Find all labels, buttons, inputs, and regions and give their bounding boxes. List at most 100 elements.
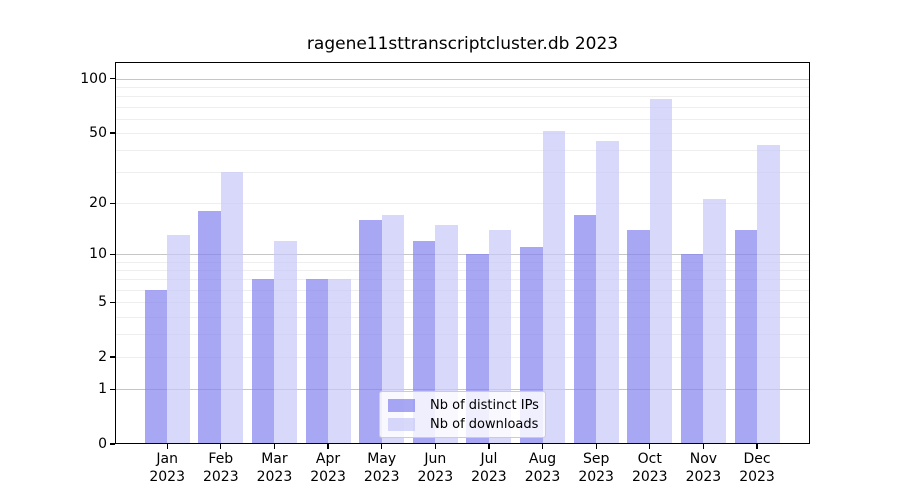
legend-label-downloads: Nb of downloads [430,416,539,432]
x-tick-year: 2023 [739,468,775,485]
minor-gridline [116,203,809,205]
x-tick-month: Sep [582,451,610,467]
y-tick-label: 10 [89,246,107,263]
x-tick-year: 2023 [471,468,507,485]
x-tick-month: Oct [637,451,662,467]
x-tick-label: May 2023 [350,451,414,486]
bar-downloads [542,131,566,444]
x-tick-month: Jul [480,451,498,467]
legend-item-downloads: Nb of downloads [388,416,545,432]
x-tick-mark [381,444,383,449]
x-tick-mark [434,444,436,449]
bar-distinct-ips [573,215,597,444]
minor-gridline [116,172,809,174]
y-tick-label: 0 [98,436,107,452]
bar-distinct-ips [251,279,275,444]
x-tick-mark [702,444,704,449]
y-tick-mark [110,301,115,303]
x-tick-year: 2023 [363,468,400,485]
x-tick-label: Sep 2023 [564,451,628,486]
x-tick-mark [595,444,597,449]
x-tick-label: Feb 2023 [189,451,253,486]
bar-distinct-ips [198,211,221,444]
y-tick-mark [110,356,115,358]
minor-gridline [116,316,809,318]
y-tick-mark [110,443,115,445]
x-tick-mark [220,444,222,449]
bar-downloads [435,224,458,444]
x-tick-label: Mar 2023 [242,451,306,486]
minor-gridline [116,270,809,272]
minor-gridline [116,334,809,336]
x-tick-label: Dec 2023 [725,451,789,486]
x-tick-mark [488,444,490,449]
x-tick-year: 2023 [149,468,185,485]
x-tick-month: May [367,451,397,467]
legend-item-distinct-ips: Nb of distinct IPs [388,397,545,413]
minor-gridline [116,132,809,134]
x-tick-label: Aug 2023 [511,451,575,486]
legend-swatch-distinct-ips [388,398,415,412]
legend-label-distinct-ips: Nb of distinct IPs [430,397,539,413]
y-tick-mark [110,388,115,390]
y-tick-label: 5 [98,294,107,311]
x-tick-label: Apr 2023 [296,451,360,486]
x-tick-year: 2023 [310,468,346,485]
major-gridline [116,78,809,80]
minor-gridline [116,279,809,281]
x-tick-label: Oct 2023 [618,451,682,486]
x-tick-mark [649,444,651,449]
minor-gridline [116,118,809,120]
x-tick-label: Jan 2023 [135,451,199,486]
minor-gridline [116,290,809,292]
x-tick-mark [756,444,758,449]
x-tick-month: Aug [528,451,557,467]
y-tick-label: 1 [98,381,107,398]
y-tick-mark [110,202,115,204]
x-tick-month: Apr [315,451,341,467]
x-tick-year: 2023 [578,468,614,485]
legend-swatch-downloads [388,417,415,431]
y-tick-label: 2 [98,349,107,366]
bar-downloads [703,199,726,444]
major-gridline [116,389,809,391]
x-tick-year: 2023 [202,468,239,485]
x-tick-mark [273,444,276,449]
bar-distinct-ips [359,219,382,444]
bar-downloads [220,172,244,444]
minor-gridline [116,87,809,89]
x-tick-mark [541,444,544,449]
y-tick-mark [110,132,115,134]
x-tick-mark [166,444,168,449]
bar-downloads [757,144,780,444]
minor-gridline [116,106,809,108]
x-tick-month: Jan [156,451,178,467]
x-tick-year: 2023 [631,468,668,485]
x-tick-year: 2023 [685,468,722,485]
x-tick-month: Mar [261,451,288,467]
x-tick-month: Jun [424,451,447,467]
major-gridline [116,254,809,256]
x-tick-year: 2023 [524,468,561,485]
minor-gridline [116,261,809,263]
y-tick-label: 50 [89,124,107,141]
minor-gridline [116,357,809,359]
x-tick-label: Jun 2023 [403,451,467,486]
y-tick-label: 20 [89,195,107,212]
bar-downloads [167,235,190,444]
minor-gridline [116,96,809,98]
x-tick-month: Feb [208,451,234,467]
x-tick-year: 2023 [417,468,454,485]
minor-gridline [116,302,809,304]
bar-downloads [488,229,512,444]
legend: Nb of distinct IPs Nb of downloads [379,391,546,438]
bar-downloads [649,99,673,444]
bar-downloads [381,215,405,444]
x-tick-month: Dec [743,451,771,467]
bar-downloads [328,279,351,444]
minor-gridline [116,150,809,152]
y-tick-label: 100 [80,70,107,87]
chart-title: ragene11sttranscriptcluster.db 2023 [306,34,619,54]
bar-downloads [596,141,619,444]
